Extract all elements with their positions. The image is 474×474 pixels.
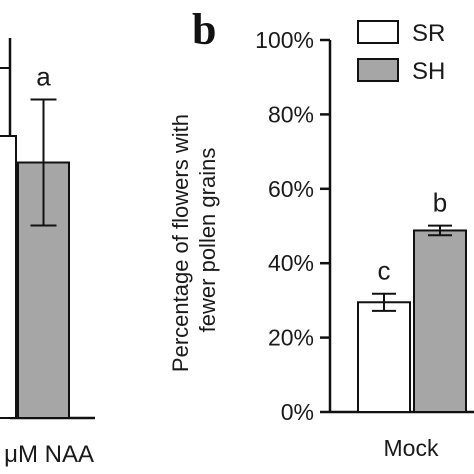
y-axis-label: Percentage of flowers with fewer pollen … — [168, 108, 220, 372]
y-axis-label-line-1: Percentage of flowers with — [168, 114, 193, 372]
panel-a-significance-sh: a — [36, 62, 51, 92]
y-axis-ticks: 0% 20% 40% 60% 80% 100% — [255, 27, 330, 425]
panel-a: a μM NAA — [0, 38, 95, 468]
y-tick-label: 0% — [281, 399, 314, 425]
y-tick-label: 100% — [255, 27, 314, 53]
legend-swatch-sh — [357, 58, 399, 82]
bar-sr — [357, 301, 411, 414]
panel-b-letter: b — [192, 5, 216, 54]
x-tick-label-mock: Mock — [384, 435, 439, 461]
panel-b-bars: cb — [357, 188, 467, 414]
y-tick-label: 20% — [268, 325, 314, 351]
legend-label-sr: SR — [412, 20, 445, 47]
y-axis-label-line-2: fewer pollen grains — [195, 148, 220, 333]
panel-a-x-tick-label: μM NAA — [4, 441, 94, 468]
y-tick-label: 40% — [268, 250, 314, 276]
panel-a-bar-sr — [0, 135, 17, 419]
legend: SR SH — [357, 20, 445, 85]
panel-b: b Percentage of flowers with fewer polle… — [168, 5, 474, 461]
legend-label-sh: SH — [412, 58, 445, 85]
y-tick-label: 60% — [268, 176, 314, 202]
legend-swatch-sr — [357, 20, 399, 44]
y-tick-label: 80% — [268, 101, 314, 127]
significance-label-sh: b — [433, 188, 447, 218]
bar-sh — [413, 229, 467, 413]
significance-label-sr: c — [378, 256, 391, 286]
